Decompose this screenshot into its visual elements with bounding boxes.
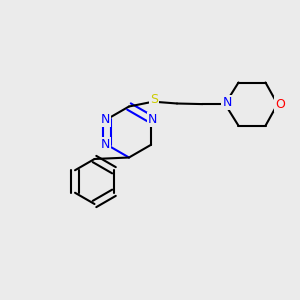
Text: N: N — [223, 96, 232, 109]
Text: N: N — [101, 113, 110, 126]
Text: N: N — [148, 113, 157, 126]
Text: O: O — [275, 98, 285, 111]
Text: S: S — [150, 93, 158, 106]
Text: N: N — [101, 138, 110, 151]
